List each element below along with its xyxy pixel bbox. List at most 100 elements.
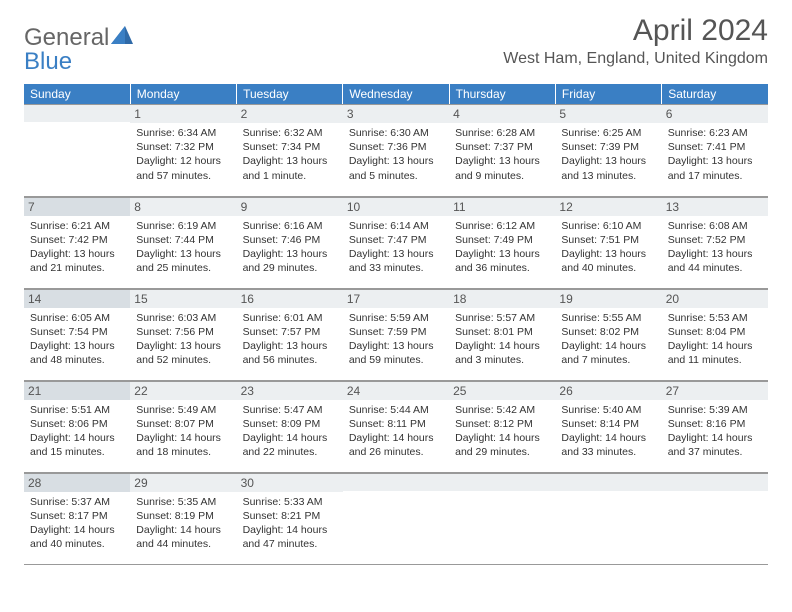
day-number: 16 bbox=[237, 289, 343, 308]
day-details: Sunrise: 5:53 AMSunset: 8:04 PMDaylight:… bbox=[668, 311, 762, 368]
day-cell: 21Sunrise: 5:51 AMSunset: 8:06 PMDayligh… bbox=[24, 380, 130, 472]
day-number: 9 bbox=[237, 197, 343, 216]
day-header: Wednesday bbox=[343, 84, 449, 104]
day-number: 11 bbox=[449, 197, 555, 216]
day-cell: 17Sunrise: 5:59 AMSunset: 7:59 PMDayligh… bbox=[343, 288, 449, 380]
day-details: Sunrise: 5:39 AMSunset: 8:16 PMDaylight:… bbox=[668, 403, 762, 460]
logo-text-2: Blue bbox=[24, 48, 72, 75]
day-number: 19 bbox=[555, 289, 661, 308]
day-cell: 26 Sunrise: 5:40 AMSunset: 8:14 PMDayligh… bbox=[555, 380, 661, 472]
day-cell: 28 Sunrise: 5:37 AMSunset: 8:17 PMDayligh… bbox=[24, 472, 130, 564]
day-details: Sunrise: 6:32 AMSunset: 7:34 PMDaylight:… bbox=[243, 126, 337, 183]
day-cell: 6 Sunrise: 6:23 AMSunset: 7:41 PMDaylight… bbox=[662, 104, 768, 196]
day-details: Sunrise: 6:03 AMSunset: 7:56 PMDaylight:… bbox=[136, 311, 230, 368]
day-cell: 1Sunrise: 6:34 AMSunset: 7:32 PMDaylight… bbox=[130, 104, 236, 196]
day-cell: 2 Sunrise: 6:32 AMSunset: 7:34 PMDaylight… bbox=[237, 104, 343, 196]
day-cell: 24Sunrise: 5:44 AMSunset: 8:11 PMDayligh… bbox=[343, 380, 449, 472]
day-details: Sunrise: 6:05 AMSunset: 7:54 PMDaylight:… bbox=[30, 311, 124, 368]
empty-day bbox=[24, 104, 130, 122]
day-cell: 10 Sunrise: 6:14 AMSunset: 7:47 PMDayligh… bbox=[343, 196, 449, 288]
day-number: 21 bbox=[24, 381, 130, 400]
day-cell: 5 Sunrise: 6:25 AMSunset: 7:39 PMDaylight… bbox=[555, 104, 661, 196]
day-number: 4 bbox=[449, 104, 555, 123]
day-cell bbox=[555, 472, 661, 564]
day-number: 26 bbox=[555, 381, 661, 400]
day-details: Sunrise: 6:01 AMSunset: 7:57 PMDaylight:… bbox=[243, 311, 337, 368]
day-details: Sunrise: 6:25 AMSunset: 7:39 PMDaylight:… bbox=[561, 126, 655, 183]
location: West Ham, England, United Kingdom bbox=[503, 50, 768, 68]
day-details: Sunrise: 6:14 AMSunset: 7:47 PMDaylight:… bbox=[349, 219, 443, 276]
day-number: 25 bbox=[449, 381, 555, 400]
day-cell: 30Sunrise: 5:33 AMSunset: 8:21 PMDayligh… bbox=[237, 472, 343, 564]
day-number: 13 bbox=[662, 197, 768, 216]
day-details: Sunrise: 6:16 AMSunset: 7:46 PMDaylight:… bbox=[243, 219, 337, 276]
day-details: Sunrise: 6:28 AMSunset: 7:37 PMDaylight:… bbox=[455, 126, 549, 183]
day-cell: 14 Sunrise: 6:05 AMSunset: 7:54 PMDayligh… bbox=[24, 288, 130, 380]
day-details: Sunrise: 6:23 AMSunset: 7:41 PMDaylight:… bbox=[668, 126, 762, 183]
day-cell: 25 Sunrise: 5:42 AMSunset: 8:12 PMDayligh… bbox=[449, 380, 555, 472]
day-number: 1 bbox=[130, 104, 236, 123]
day-details: Sunrise: 5:47 AMSunset: 8:09 PMDaylight:… bbox=[243, 403, 337, 460]
day-cell: 12 Sunrise: 6:10 AMSunset: 7:51 PMDayligh… bbox=[555, 196, 661, 288]
day-cell: 23Sunrise: 5:47 AMSunset: 8:09 PMDayligh… bbox=[237, 380, 343, 472]
day-details: Sunrise: 5:35 AMSunset: 8:19 PMDaylight:… bbox=[136, 495, 230, 552]
day-number: 14 bbox=[24, 289, 130, 308]
day-number: 24 bbox=[343, 381, 449, 400]
day-header: Tuesday bbox=[237, 84, 343, 104]
day-cell: 15 Sunrise: 6:03 AMSunset: 7:56 PMDayligh… bbox=[130, 288, 236, 380]
day-number: 28 bbox=[24, 473, 130, 492]
day-details: Sunrise: 6:21 AMSunset: 7:42 PMDaylight:… bbox=[30, 219, 124, 276]
day-header-row: SundayMondayTuesdayWednesdayThursdayFrid… bbox=[24, 84, 768, 104]
day-cell: 22Sunrise: 5:49 AMSunset: 8:07 PMDayligh… bbox=[130, 380, 236, 472]
week-row: 14 Sunrise: 6:05 AMSunset: 7:54 PMDayligh… bbox=[24, 288, 768, 380]
day-cell bbox=[449, 472, 555, 564]
day-cell: 7 Sunrise: 6:21 AMSunset: 7:42 PMDaylight… bbox=[24, 196, 130, 288]
day-cell: 8 Sunrise: 6:19 AMSunset: 7:44 PMDaylight… bbox=[130, 196, 236, 288]
day-number: 10 bbox=[343, 197, 449, 216]
day-details: Sunrise: 5:40 AMSunset: 8:14 PMDaylight:… bbox=[561, 403, 655, 460]
empty-day bbox=[662, 473, 768, 491]
day-details: Sunrise: 5:42 AMSunset: 8:12 PMDaylight:… bbox=[455, 403, 549, 460]
day-header: Thursday bbox=[449, 84, 555, 104]
day-details: Sunrise: 5:55 AMSunset: 8:02 PMDaylight:… bbox=[561, 311, 655, 368]
day-number: 18 bbox=[449, 289, 555, 308]
day-number: 30 bbox=[237, 473, 343, 492]
day-cell: 29 Sunrise: 5:35 AMSunset: 8:19 PMDayligh… bbox=[130, 472, 236, 564]
empty-day bbox=[343, 473, 449, 491]
day-cell: 3 Sunrise: 6:30 AMSunset: 7:36 PMDaylight… bbox=[343, 104, 449, 196]
empty-day bbox=[555, 473, 661, 491]
day-cell bbox=[24, 104, 130, 196]
day-number: 15 bbox=[130, 289, 236, 308]
day-number: 20 bbox=[662, 289, 768, 308]
day-cell: 13Sunrise: 6:08 AMSunset: 7:52 PMDayligh… bbox=[662, 196, 768, 288]
day-number: 6 bbox=[662, 104, 768, 123]
day-header: Friday bbox=[555, 84, 661, 104]
logo-triangle-icon bbox=[111, 26, 133, 49]
day-number: 7 bbox=[24, 197, 130, 216]
title-block: April 2024 West Ham, England, United Kin… bbox=[503, 14, 768, 68]
day-number: 12 bbox=[555, 197, 661, 216]
day-cell bbox=[343, 472, 449, 564]
day-cell: 4 Sunrise: 6:28 AMSunset: 7:37 PMDaylight… bbox=[449, 104, 555, 196]
day-number: 29 bbox=[130, 473, 236, 492]
day-number: 22 bbox=[130, 381, 236, 400]
day-cell: 20 Sunrise: 5:53 AMSunset: 8:04 PMDayligh… bbox=[662, 288, 768, 380]
calendar-table: SundayMondayTuesdayWednesdayThursdayFrid… bbox=[24, 84, 768, 565]
day-details: Sunrise: 5:59 AMSunset: 7:59 PMDaylight:… bbox=[349, 311, 443, 368]
day-header: Monday bbox=[130, 84, 236, 104]
day-details: Sunrise: 6:10 AMSunset: 7:51 PMDaylight:… bbox=[561, 219, 655, 276]
day-number: 8 bbox=[130, 197, 236, 216]
empty-day bbox=[449, 473, 555, 491]
day-number: 5 bbox=[555, 104, 661, 123]
day-number: 2 bbox=[237, 104, 343, 123]
day-number: 3 bbox=[343, 104, 449, 123]
day-cell: 9 Sunrise: 6:16 AMSunset: 7:46 PMDaylight… bbox=[237, 196, 343, 288]
week-row: 7 Sunrise: 6:21 AMSunset: 7:42 PMDaylight… bbox=[24, 196, 768, 288]
day-details: Sunrise: 6:30 AMSunset: 7:36 PMDaylight:… bbox=[349, 126, 443, 183]
week-row: 21Sunrise: 5:51 AMSunset: 8:06 PMDayligh… bbox=[24, 380, 768, 472]
day-details: Sunrise: 6:19 AMSunset: 7:44 PMDaylight:… bbox=[136, 219, 230, 276]
day-cell: 18Sunrise: 5:57 AMSunset: 8:01 PMDayligh… bbox=[449, 288, 555, 380]
week-row: 28 Sunrise: 5:37 AMSunset: 8:17 PMDayligh… bbox=[24, 472, 768, 564]
day-details: Sunrise: 6:12 AMSunset: 7:49 PMDaylight:… bbox=[455, 219, 549, 276]
day-details: Sunrise: 5:37 AMSunset: 8:17 PMDaylight:… bbox=[30, 495, 124, 552]
